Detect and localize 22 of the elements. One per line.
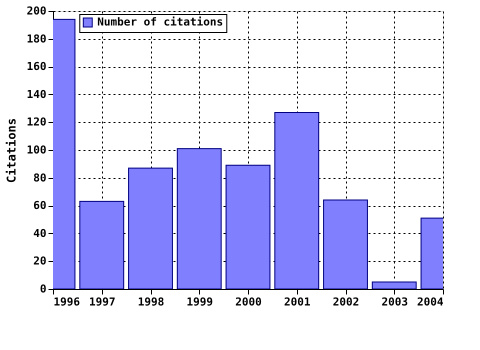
x-tick-label: 2000 xyxy=(235,296,262,308)
x-tick-label: 2002 xyxy=(332,296,360,308)
y-axis-title: Citations xyxy=(4,118,19,184)
x-tick-label: 2004 xyxy=(417,296,444,308)
x-tick-label: 1996 xyxy=(54,296,80,308)
y-tick-label: 20 xyxy=(33,254,46,268)
y-tick-label: 60 xyxy=(33,199,46,212)
x-tick-label: 2003 xyxy=(382,296,408,308)
x-tick-label: 2001 xyxy=(284,296,311,308)
x-tick-label: 1998 xyxy=(138,296,164,308)
y-tick-label: 140 xyxy=(26,88,46,101)
x-tick-label: 1997 xyxy=(89,296,116,308)
y-tick-label: 120 xyxy=(26,116,46,129)
y-tick-label: 160 xyxy=(26,60,46,74)
y-tick-label: 100 xyxy=(26,144,46,156)
y-tick-label: 40 xyxy=(33,226,46,240)
y-tick-label: 0 xyxy=(40,282,46,296)
y-tick-label: 180 xyxy=(26,32,46,46)
x-tick-label: 1999 xyxy=(186,296,213,308)
legend-label: Number of citations xyxy=(97,16,224,28)
y-tick-label: 80 xyxy=(33,171,46,184)
y-tick-label: 200 xyxy=(26,4,46,18)
